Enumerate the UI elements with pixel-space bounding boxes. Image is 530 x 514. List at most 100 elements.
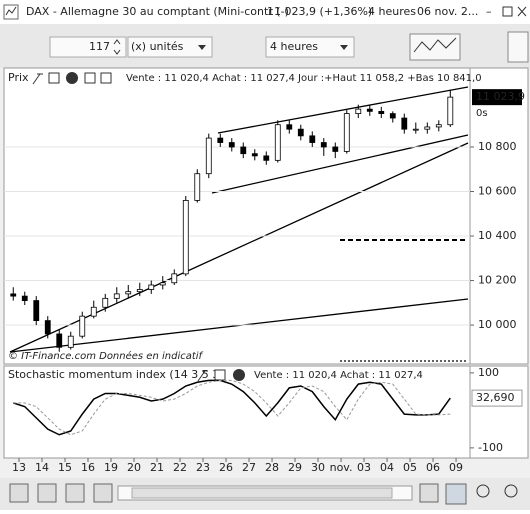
candle-body	[389, 113, 396, 119]
y-tick-label: 100	[478, 366, 499, 379]
candle-body	[401, 117, 408, 130]
close-icon[interactable]	[233, 369, 245, 381]
minimize-button[interactable]: –	[486, 5, 492, 18]
candle-body	[56, 333, 63, 348]
zoom-out-button[interactable]	[476, 484, 490, 498]
close-icon[interactable]	[66, 72, 78, 84]
x-tick-label: 16	[81, 461, 95, 474]
quantity-spinner[interactable]	[113, 39, 121, 55]
y-tick-label: 10 200	[478, 274, 517, 287]
units-select[interactable]	[127, 36, 213, 58]
candle-body	[10, 293, 17, 297]
x-tick-label: 30	[311, 461, 325, 474]
tool-button[interactable]	[37, 483, 57, 503]
tool-button[interactable]	[419, 483, 439, 503]
units-label: (x) unités	[131, 40, 184, 53]
y-tick-label: 10 400	[478, 229, 517, 242]
price-panel-tools[interactable]	[32, 72, 112, 85]
last-price-label: 11 023,9	[476, 90, 525, 103]
y-tick-label: -100	[478, 441, 503, 454]
candle-body	[136, 289, 143, 293]
app-icon-glyph	[5, 6, 17, 16]
y-tick-label: 10 600	[478, 185, 517, 198]
window-timeframe: 4 heures	[368, 5, 416, 18]
tool-button[interactable]	[9, 483, 29, 503]
zoom-in-button[interactable]	[504, 484, 518, 498]
window-quote: 11 023,9 (+1,36%)	[267, 5, 372, 18]
price-info: Vente : 11 020,4 Achat : 11 027,4 Jour :…	[126, 73, 482, 84]
scrollbar-thumb[interactable]	[131, 487, 393, 499]
zoom-button[interactable]	[445, 483, 467, 505]
window-title: DAX - Allemagne 30 au comptant (Mini-con…	[26, 5, 289, 18]
x-tick-label: 27	[242, 461, 256, 474]
candle-body	[148, 284, 155, 290]
timeframe-select[interactable]	[265, 36, 355, 58]
candle-body	[171, 273, 178, 284]
candle-body	[125, 291, 132, 295]
export-icon[interactable]	[84, 72, 96, 84]
timeframe-arrow	[340, 45, 348, 50]
candle-body	[447, 96, 454, 126]
candle-body	[102, 297, 109, 308]
last-value-label: 32,690	[476, 391, 515, 404]
candle-body	[332, 146, 339, 152]
y-tick-label: 10 800	[478, 140, 517, 153]
candle-body	[309, 135, 316, 143]
timer: 0s	[476, 108, 488, 119]
stochastic-title: Stochastic momentum index (14 3 5 3)	[8, 368, 223, 381]
candle-body	[21, 295, 28, 301]
candle-body	[159, 282, 166, 286]
last-value-box	[471, 389, 523, 407]
chart-style-icon	[413, 37, 457, 53]
candle-body	[424, 126, 431, 130]
candle-body	[251, 153, 258, 157]
x-tick-label: 05	[403, 461, 417, 474]
candle-body	[228, 142, 235, 148]
watermark: © IT-Finance.com Données en indicatif	[8, 350, 204, 362]
window-date: 06 nov. 2...	[417, 5, 478, 18]
candle-body	[79, 315, 86, 337]
stochastic-info: Vente : 11 020,4 Achat : 11 027,4	[254, 370, 423, 381]
side-panel-button[interactable]	[507, 31, 529, 63]
last-price-box	[472, 89, 522, 106]
candle-body	[194, 173, 201, 201]
candle-body	[412, 128, 419, 131]
channel-bottom	[211, 134, 469, 194]
candle-body	[113, 293, 120, 299]
x-tick-label: 26	[219, 461, 233, 474]
x-tick-label: 03	[357, 461, 371, 474]
candle-body	[240, 146, 247, 155]
new-icon[interactable]	[100, 72, 112, 84]
x-tick-label: 14	[35, 461, 49, 474]
x-tick-label: 15	[58, 461, 72, 474]
candle-body	[343, 113, 350, 152]
channel-top	[217, 86, 469, 134]
x-tick-label: 20	[127, 461, 141, 474]
tool-button[interactable]	[65, 483, 85, 503]
stochastic-line	[13, 379, 451, 436]
wrench-icon[interactable]	[197, 370, 208, 382]
x-tick-label: 23	[196, 461, 210, 474]
candle-body	[217, 137, 224, 143]
x-tick-label: nov.	[330, 461, 353, 474]
candle-body	[67, 335, 74, 348]
candle-body	[274, 124, 281, 161]
window-icon[interactable]	[214, 369, 226, 381]
candle-body	[297, 128, 304, 137]
x-tick-label: 22	[173, 461, 187, 474]
x-tick-label: 28	[265, 461, 279, 474]
tool-button[interactable]	[93, 483, 113, 503]
candle-body	[182, 200, 189, 275]
candle-body	[263, 155, 270, 161]
y-tick-label: 10 000	[478, 318, 517, 331]
quantity-input[interactable]	[49, 36, 127, 58]
wrench-icon[interactable]	[32, 73, 43, 85]
units-arrow	[198, 45, 206, 50]
window-icon[interactable]	[48, 72, 60, 84]
candle-body	[355, 108, 362, 114]
timeframe-label: 4 heures	[270, 40, 318, 53]
close-button[interactable]	[517, 6, 527, 17]
maximize-button[interactable]	[502, 6, 513, 17]
